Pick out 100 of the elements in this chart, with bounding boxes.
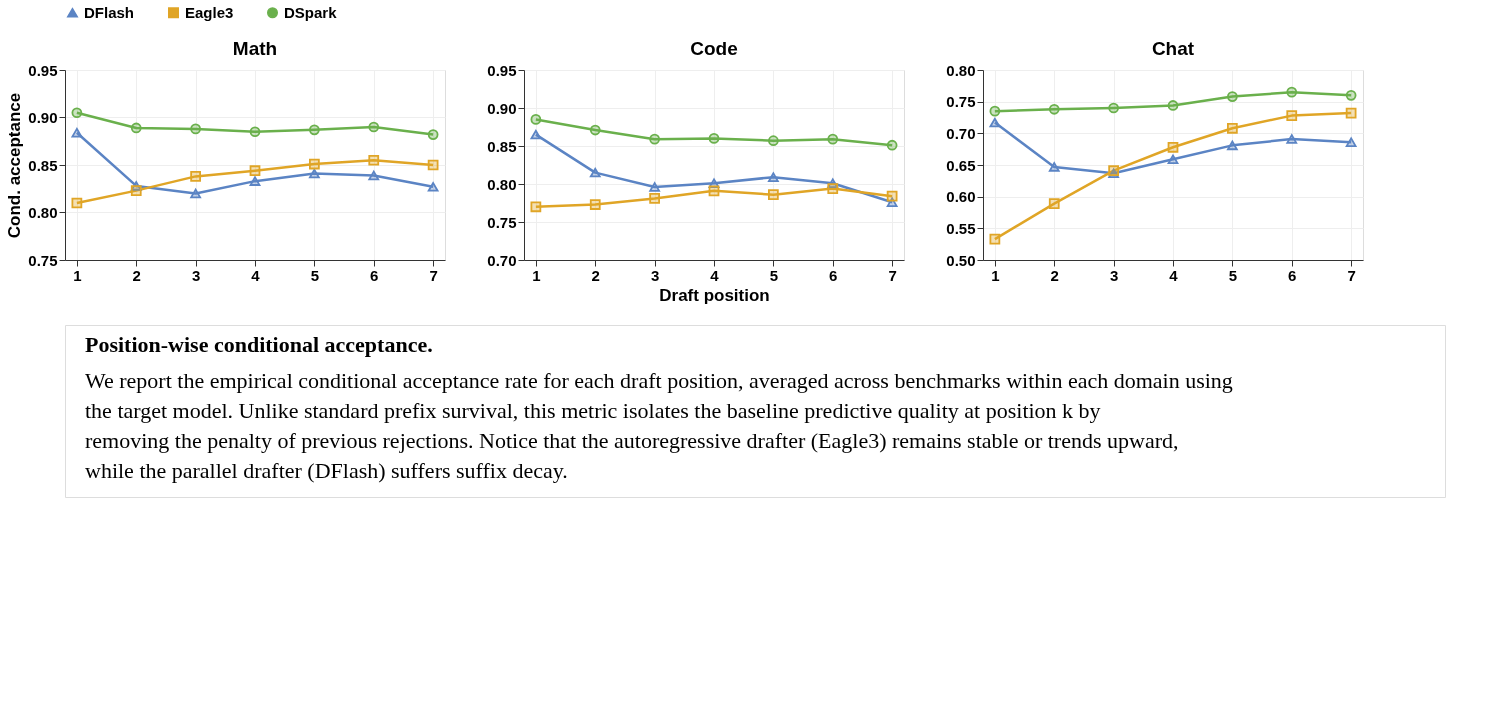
point (708, 185, 720, 197)
y-tick-label: 0.85 (487, 137, 517, 155)
y-tick-label: 0.95 (28, 61, 58, 79)
point (309, 158, 320, 170)
point (1167, 100, 1179, 111)
x-tick-label: 7 (888, 266, 897, 284)
point (368, 170, 380, 181)
point (589, 199, 601, 210)
point (368, 121, 380, 133)
x-tick-label: 6 (1288, 266, 1297, 284)
x-tick-label: 5 (1228, 266, 1238, 284)
chart-title: Code (690, 38, 738, 59)
point (530, 129, 542, 140)
point (530, 114, 542, 125)
y-tick-label: 0.75 (28, 251, 58, 269)
point (190, 123, 201, 135)
point (71, 107, 83, 119)
x-tick-label: 2 (591, 266, 600, 284)
y-tick-label: 0.55 (946, 219, 976, 237)
point (589, 124, 601, 136)
point (649, 193, 660, 204)
point (249, 176, 261, 186)
point (1167, 141, 1179, 153)
y-tick-label: 0.90 (487, 99, 517, 117)
x-tick-label: 2 (1050, 266, 1059, 284)
point (1286, 110, 1298, 121)
point (768, 135, 779, 147)
x-tick-label: 5 (769, 266, 779, 284)
point (989, 117, 1001, 128)
chart-title: Chat (1151, 38, 1195, 59)
x-tick-label: 3 (1109, 266, 1119, 284)
text: We report the empirical conditional acceptance rate for each draft position, averaged across benchmarks within each domain using the target model. Unlike standard prefix survival, this metric isolates the baseline predictive quality at position k by removing the penalty of previous rejections. Notice that the autoregressive drafter (Eagle3) remains stable or trends upward, while the parallel drafter (DFlash) suffers suffix decay. (85, 368, 1233, 483)
point (989, 105, 1001, 117)
point (1227, 122, 1238, 134)
point (1345, 137, 1357, 147)
y-tick-label: 0.75 (946, 93, 976, 111)
x-tick-label: 3 (650, 266, 660, 284)
point (1227, 140, 1238, 151)
chart-title: Math (232, 38, 278, 59)
point (886, 139, 898, 151)
point (249, 126, 261, 138)
point (190, 188, 201, 199)
y-tick-label: 0.95 (487, 61, 517, 79)
y-axis-title: Cond. acceptance (5, 92, 25, 239)
point (130, 122, 142, 134)
point (1048, 162, 1060, 172)
point (1286, 86, 1298, 98)
x-tick-label: 5 (310, 266, 320, 284)
point (1286, 134, 1298, 144)
x-tick-label: 2 (132, 266, 141, 284)
legend-label: DFlash (84, 3, 135, 21)
text: Position-wise conditional acceptance. (85, 332, 433, 357)
point (768, 172, 779, 182)
y-tick-label: 0.80 (28, 204, 58, 221)
point (1345, 89, 1357, 101)
y-tick-label: 0.80 (946, 61, 976, 79)
x-tick-label: 4 (1169, 266, 1179, 284)
point (649, 133, 660, 145)
x-tick-label: 1 (991, 266, 1000, 284)
y-tick-label: 0.70 (946, 124, 976, 142)
x-tick-label: 6 (370, 266, 379, 284)
point (427, 129, 439, 140)
point (1048, 103, 1060, 115)
point (249, 165, 261, 177)
point (1167, 154, 1179, 165)
x-axis-title: Draft position (659, 285, 770, 305)
point (309, 124, 320, 136)
point (1108, 102, 1119, 114)
point (309, 168, 320, 179)
point (827, 133, 839, 145)
point (71, 127, 83, 138)
y-tick-label: 0.85 (28, 156, 58, 174)
point (589, 167, 601, 178)
point (1048, 198, 1060, 210)
y-tick-label: 0.50 (946, 251, 976, 269)
point (708, 133, 720, 144)
legend-label: Eagle3 (185, 3, 234, 21)
point (368, 154, 380, 166)
point (768, 189, 779, 201)
x-tick-label: 3 (191, 266, 201, 284)
x-tick-label: 7 (1347, 266, 1356, 284)
point (427, 182, 439, 192)
point (530, 201, 542, 213)
point (827, 183, 839, 194)
point (886, 190, 898, 202)
x-tick-label: 6 (829, 266, 838, 284)
legend-label: DSpark (284, 3, 338, 21)
y-tick-label: 0.75 (487, 213, 517, 231)
y-tick-label: 0.90 (28, 109, 58, 126)
point (130, 185, 142, 197)
point (1227, 91, 1238, 102)
y-tick-label: 0.80 (487, 175, 517, 193)
x-tick-label: 7 (429, 266, 438, 284)
x-tick-label: 1 (73, 266, 82, 284)
x-tick-label: 4 (710, 266, 720, 284)
point (649, 182, 660, 192)
y-tick-label: 0.70 (487, 251, 517, 269)
x-tick-label: 4 (251, 266, 261, 284)
y-tick-label: 0.60 (946, 188, 976, 206)
x-tick-label: 1 (532, 266, 541, 284)
